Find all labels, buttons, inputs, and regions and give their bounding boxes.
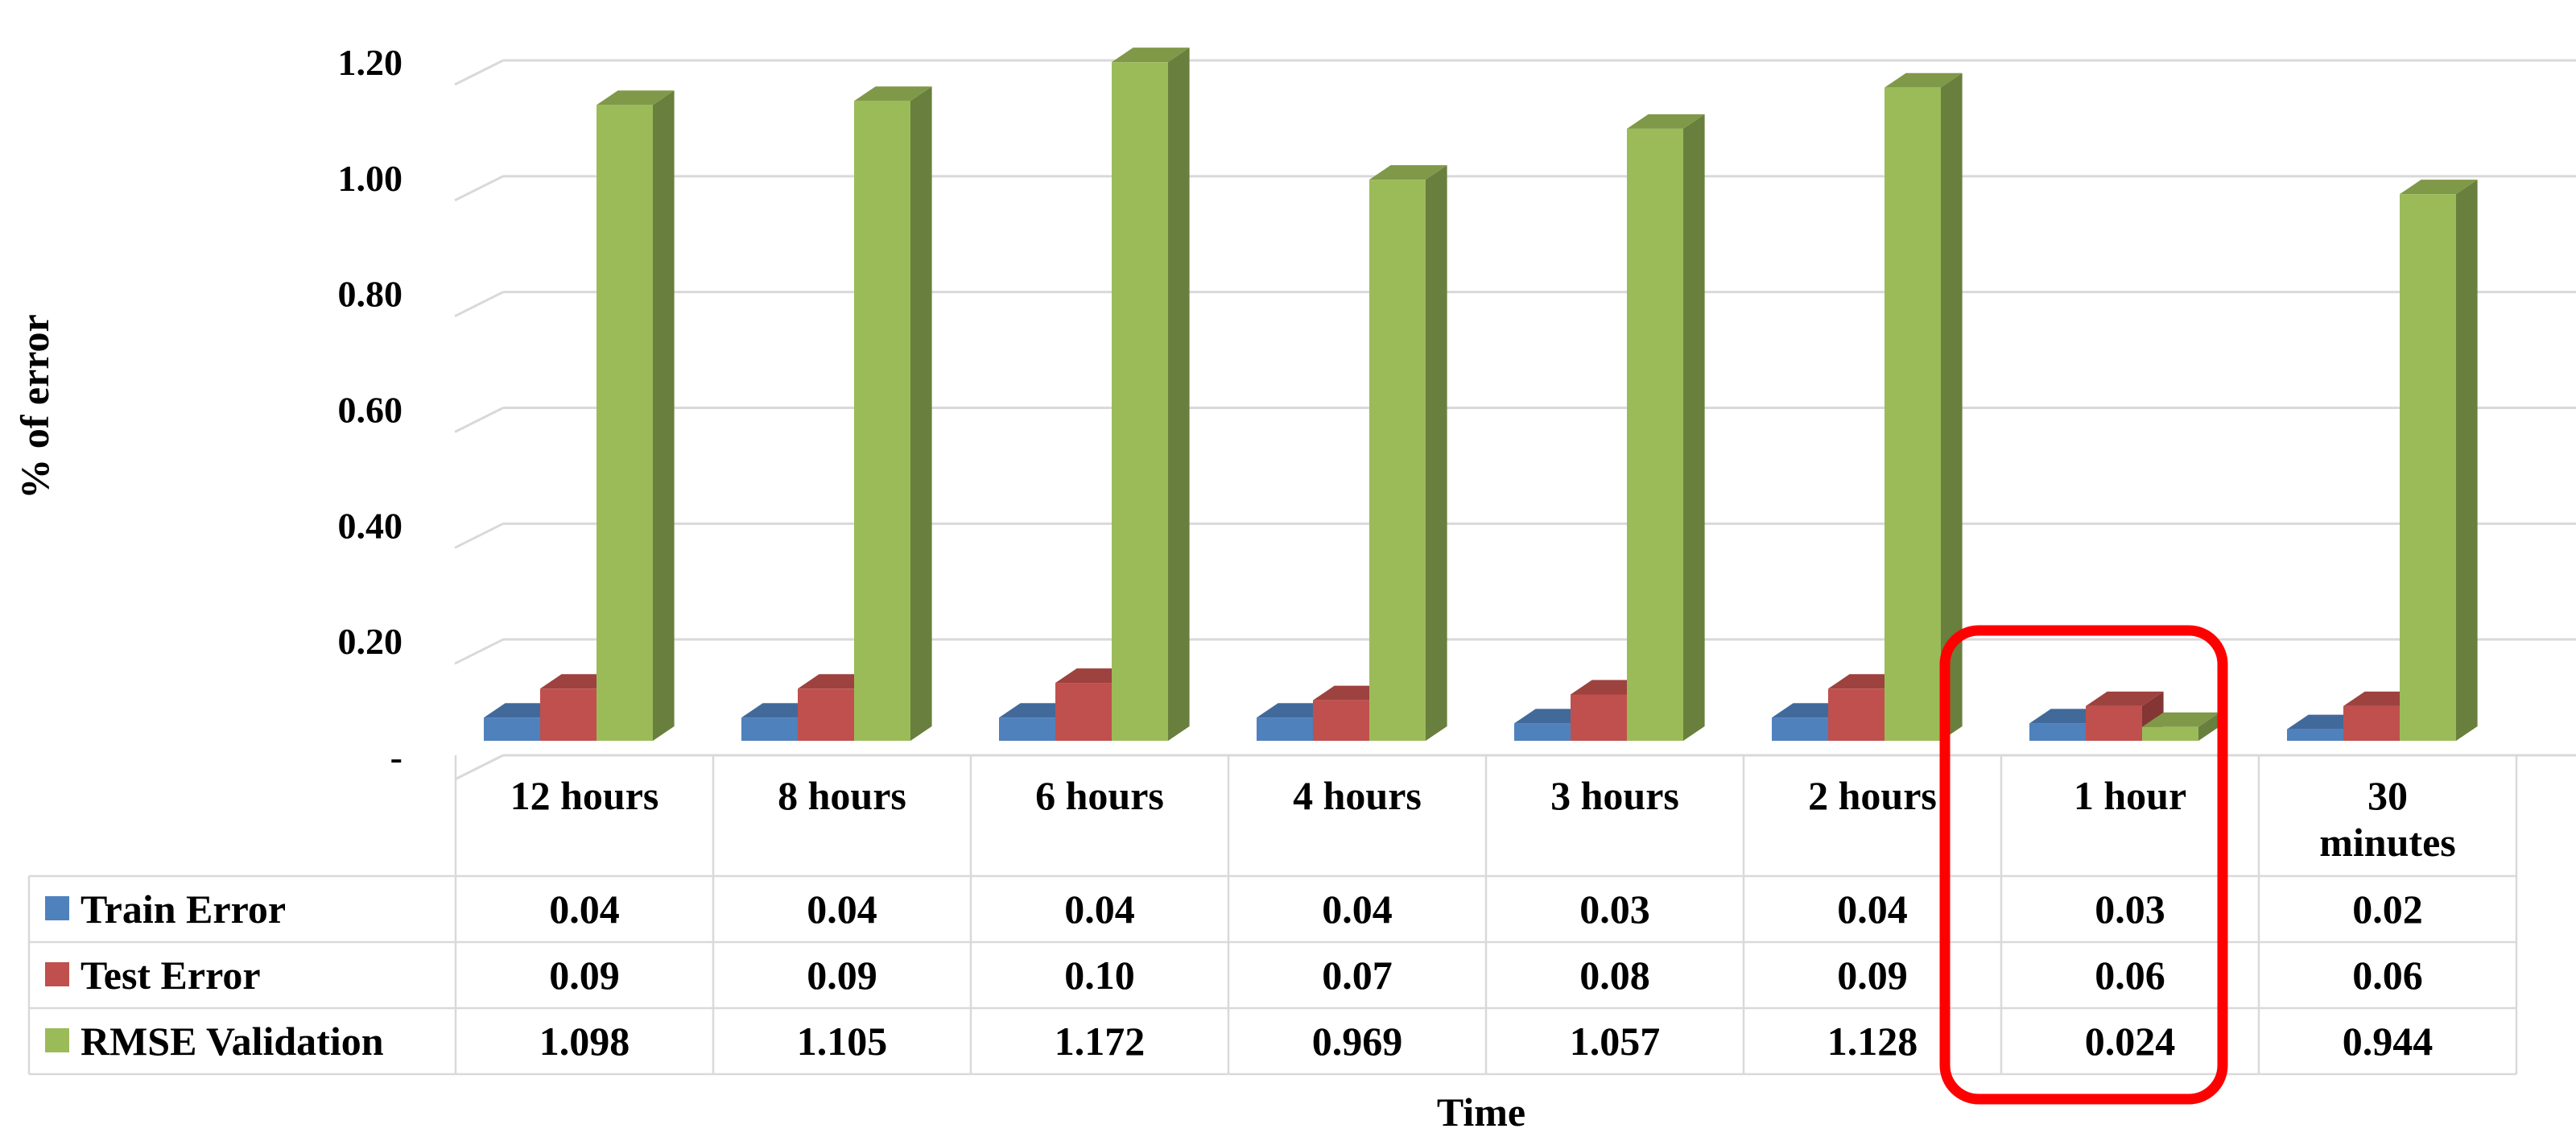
gridline-diag (454, 638, 504, 665)
table-cell: 0.969 (1312, 1019, 1403, 1064)
highlight-box (1939, 625, 2228, 1105)
bar-rmse-validation (1369, 165, 1447, 741)
table-cell: 0.10 (1064, 953, 1135, 998)
table-cell: 0.09 (1837, 953, 1908, 998)
gridline-diag (454, 407, 504, 433)
table-cell: 0.03 (2095, 887, 2165, 932)
highlight (1939, 625, 2228, 1105)
table-cell: 0.07 (1322, 953, 1393, 998)
table-cell: 1.172 (1055, 1019, 1146, 1064)
legend-swatch (45, 962, 69, 986)
y-tick-label: 0.40 (338, 505, 403, 546)
y-tick-label: 1.00 (338, 158, 403, 199)
table-cell: 0.09 (549, 953, 620, 998)
y-tick-label: 0.20 (338, 621, 403, 662)
bar-rmse-validation (854, 86, 932, 742)
x-axis-title: Time (1437, 1089, 1525, 1135)
gridline-diag (454, 754, 504, 781)
bar-rmse-validation (2400, 180, 2478, 741)
bars (484, 48, 2478, 742)
table-cell: 0.04 (807, 887, 877, 932)
bar-rmse-validation (1627, 114, 1705, 742)
gridlines (454, 59, 2576, 781)
table-cell: 0.04 (1064, 887, 1135, 932)
table-cell: 0.04 (549, 887, 620, 932)
gridline-diag (454, 522, 504, 549)
table-cell: 1.128 (1827, 1019, 1918, 1064)
gridline-diag (454, 175, 504, 202)
category-label: 1 hour (2074, 773, 2186, 818)
bar-rmse-validation (1112, 48, 1190, 742)
table-cell: 0.04 (1837, 887, 1908, 932)
table-cell: 0.06 (2095, 953, 2165, 998)
category-label: 30 minutes (2319, 773, 2455, 865)
category-label: 3 hours (1550, 773, 1679, 818)
bar-rmse-validation (1885, 72, 1963, 741)
y-tick-label: 1.20 (338, 42, 403, 83)
y-axis: - 0.20 0.40 0.60 0.80 1.00 1.20 (338, 42, 403, 778)
bar-rmse-validation (597, 90, 675, 742)
table-cell: 0.02 (2352, 887, 2423, 932)
y-tick-label: 0.80 (338, 274, 403, 315)
table-cell: 0.944 (2343, 1019, 2434, 1064)
legend-swatch (45, 1028, 69, 1052)
table-cell: 0.04 (1322, 887, 1393, 932)
table-cell: 1.098 (539, 1019, 630, 1064)
legend-label: RMSE Validation (80, 1019, 384, 1064)
category-label: 2 hours (1808, 773, 1937, 818)
table-cell: 0.09 (807, 953, 877, 998)
y-tick-label: 0.60 (338, 390, 403, 431)
category-label: 4 hours (1293, 773, 1422, 818)
table-cell: 0.08 (1579, 953, 1650, 998)
y-axis-title: % of error (12, 314, 57, 499)
gridline-diag (454, 291, 504, 318)
table-cell: 0.06 (2352, 953, 2423, 998)
legend-label: Train Error (80, 887, 286, 932)
category-label: 8 hours (778, 773, 906, 818)
category-label: 6 hours (1035, 773, 1164, 818)
bar-rmse-validation (2142, 712, 2220, 741)
y-tick-label: - (390, 737, 402, 778)
gridline-diag (454, 59, 504, 86)
table-cell: 1.057 (1570, 1019, 1661, 1064)
data-table: 12 hours 8 hours 6 hours 4 hours 3 hours 2 ho… (27, 755, 2518, 1076)
category-label: 12 hours (510, 773, 659, 818)
table-cell: 0.03 (1579, 887, 1650, 932)
legend-swatch (45, 896, 69, 920)
table-cell: 0.024 (2085, 1019, 2176, 1064)
legend-label: Test Error (80, 953, 261, 998)
table-cell: 1.105 (797, 1019, 888, 1064)
